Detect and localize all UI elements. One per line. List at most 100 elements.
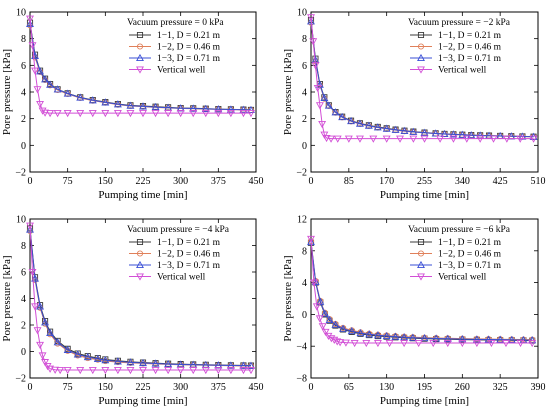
legend-entry: 1−3, D = 0.71 m — [157, 261, 221, 271]
data-point — [476, 135, 485, 143]
plot-frame — [310, 218, 539, 379]
data-point — [420, 128, 429, 136]
y-tick-label: 10 — [16, 215, 26, 226]
data-point — [164, 367, 173, 375]
data-point — [320, 93, 329, 102]
data-point — [214, 105, 223, 113]
data-point — [189, 110, 198, 118]
y-axis-title: Pore pressure [kPa] — [1, 255, 13, 341]
data-point — [322, 134, 331, 143]
data-point — [53, 338, 62, 346]
legend-swatch-marker — [136, 66, 144, 74]
x-tick-label: 300 — [173, 382, 188, 393]
data-point — [316, 297, 325, 305]
data-point — [126, 367, 135, 375]
data-point — [247, 105, 255, 114]
data-point — [318, 120, 327, 129]
data-point — [101, 110, 110, 118]
data-point — [309, 279, 318, 287]
legend-entry: 1−1, D = 0.21 m — [157, 31, 221, 41]
data-point — [528, 339, 537, 348]
x-tick-label: 130 — [379, 382, 394, 393]
data-point — [440, 129, 449, 138]
x-axis-title: Pumping time [min] — [380, 189, 469, 201]
legend-entry: Vertical well — [438, 273, 487, 283]
legend-title: Vacuum pressure = 0 kPa — [127, 18, 224, 28]
data-point — [88, 367, 97, 375]
data-point — [496, 335, 505, 343]
data-point — [458, 130, 467, 138]
y-tick-label: 4 — [302, 278, 307, 289]
data-point — [429, 339, 438, 348]
data-point — [476, 131, 485, 139]
y-tick-label: 2 — [302, 114, 307, 125]
series-line — [29, 229, 251, 367]
data-point — [46, 365, 55, 373]
data-point — [93, 354, 102, 362]
data-point — [63, 367, 72, 375]
x-tick-label: 325 — [493, 382, 508, 393]
legend-swatch-marker — [417, 31, 425, 39]
y-tick-label: 2 — [21, 114, 26, 125]
data-point — [76, 367, 85, 375]
data-point — [101, 356, 110, 364]
legend-entry: 1−3, D = 0.71 m — [157, 54, 221, 64]
x-tick-label: 510 — [531, 176, 546, 187]
data-point — [101, 98, 110, 106]
data-point — [151, 110, 160, 118]
legend-entry: 1−1, D = 0.21 m — [438, 31, 502, 41]
x-tick-label: 450 — [249, 382, 264, 393]
data-point — [63, 345, 72, 353]
legend-entry: 1−2, D = 0.46 m — [157, 43, 221, 53]
x-tick-label: 425 — [493, 176, 508, 187]
x-tick-label: 195 — [417, 382, 432, 393]
data-point — [214, 110, 223, 118]
data-point — [226, 361, 235, 369]
data-point — [333, 135, 342, 143]
data-point — [484, 335, 493, 343]
data-point — [462, 135, 471, 143]
data-point — [467, 131, 476, 139]
legend-swatch-marker — [417, 250, 425, 257]
data-point — [239, 110, 248, 118]
legend-entry: 1−2, D = 0.46 m — [438, 250, 502, 260]
data-point — [33, 86, 42, 94]
data-point — [41, 318, 50, 326]
data-point — [336, 339, 345, 347]
data-point — [315, 102, 324, 110]
y-tick-label: 6 — [302, 61, 307, 72]
data-point — [529, 135, 538, 143]
legend-swatch-marker — [136, 43, 144, 50]
x-tick-label: 150 — [98, 176, 113, 187]
data-point — [88, 96, 97, 104]
y-tick-label: 6 — [21, 61, 26, 72]
data-point — [355, 119, 364, 127]
series-4 — [307, 14, 538, 143]
data-point — [307, 235, 315, 244]
data-point — [247, 361, 255, 369]
data-point — [309, 38, 318, 46]
data-point — [139, 102, 147, 110]
x-tick-label: 150 — [98, 382, 113, 393]
data-point — [247, 110, 255, 118]
y-tick-label: 12 — [297, 215, 307, 226]
data-point — [321, 309, 329, 317]
data-point — [373, 339, 382, 348]
y-tick-label: 4 — [302, 88, 307, 99]
data-point — [373, 123, 382, 131]
series-3 — [26, 225, 255, 369]
x-tick-label: 260 — [455, 382, 470, 393]
data-point — [307, 17, 315, 25]
data-point — [449, 130, 458, 138]
data-point — [382, 331, 391, 340]
legend-title: Vacuum pressure = −2 kPa — [408, 18, 511, 28]
data-point — [350, 339, 359, 348]
data-point — [458, 334, 467, 343]
data-point — [26, 222, 34, 230]
legend-swatch-marker — [136, 31, 144, 39]
data-point — [53, 110, 62, 118]
series-3 — [307, 17, 538, 140]
y-tick-label: −4 — [296, 342, 307, 353]
legend-entry: 1−1, D = 0.21 m — [157, 238, 221, 248]
